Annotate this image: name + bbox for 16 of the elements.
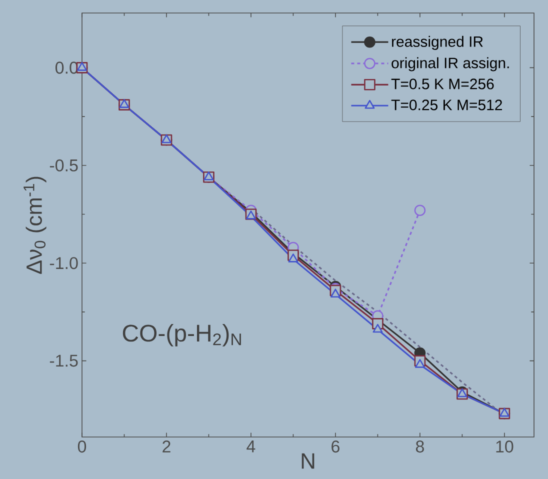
legend-label: original IR assign. — [392, 57, 509, 72]
x-axis-title: N — [302, 453, 314, 469]
x-tick-label: 10 — [496, 440, 514, 453]
y-axis-title: Δν$_{0}$ (cm$^{-1}$) — [24, 176, 46, 274]
annotation: CO-(p-H$_{2}$)$_{N}$ — [122, 324, 241, 346]
x-tick-label: 6 — [332, 440, 340, 453]
x-tick-label: 8 — [416, 440, 424, 453]
legend-label: T=0.5 K M=256 — [391, 78, 494, 90]
x-tick-label: 0 — [78, 440, 86, 453]
x-tick-label: 4 — [246, 440, 256, 452]
x-tick-label: 2 — [162, 440, 170, 452]
y-tick-label: -1.0 — [50, 257, 78, 270]
y-tick-label: -1.5 — [50, 354, 78, 367]
y-tick-label: -0.5 — [50, 159, 78, 172]
legend-label: reassigned IR — [392, 36, 483, 50]
legend-label: T=0.25 K M=512 — [391, 100, 502, 110]
